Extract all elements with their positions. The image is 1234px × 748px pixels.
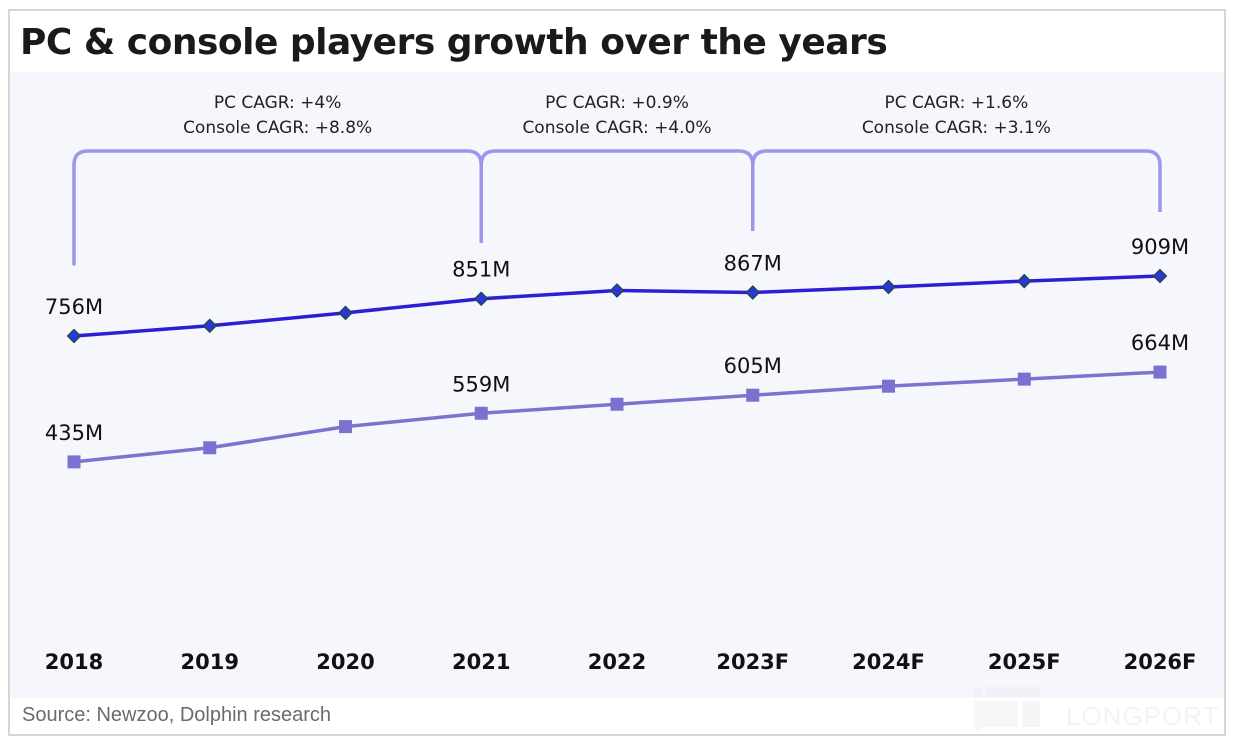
cagr-annotation-text: PC CAGR: +4% (214, 93, 342, 113)
console-data-point (339, 420, 352, 434)
console-data-label: 664M (1131, 331, 1189, 355)
cagr-annotation-text: PC CAGR: +1.6% (884, 93, 1028, 113)
console-data-point (610, 397, 624, 411)
watermark: LONGPORT (972, 683, 1218, 737)
pc-data-point (66, 328, 82, 344)
chart-title: PC & console players growth over the yea… (20, 22, 888, 63)
pc-data-point (473, 291, 489, 307)
console-data-point (746, 388, 760, 402)
cagr-annotation-text: Console CAGR: +4.0% (522, 118, 711, 138)
console-data-point (474, 406, 488, 420)
longport-logo-icon (974, 687, 1040, 733)
console-data-point (1153, 365, 1167, 379)
console-data-point (1017, 372, 1031, 386)
x-tick-label: 2022 (588, 650, 646, 674)
pc-data-point (881, 279, 896, 295)
cagr-annotations: PC CAGR: +4% Console CAGR: +8.8% PC CAGR: … (183, 93, 1051, 138)
series-group (66, 268, 1168, 469)
pc-data-label: 909M (1131, 235, 1189, 259)
cagr-annotation-text: Console CAGR: +3.1% (862, 118, 1051, 138)
cagr-bracket (479, 149, 755, 167)
console-data-point (203, 441, 217, 455)
cagr-annotation-text: PC CAGR: +0.9% (545, 93, 689, 113)
x-tick-label: 2018 (45, 650, 103, 674)
source-note: Source: Newzoo, Dolphin research (22, 704, 332, 726)
console-data-label: 605M (724, 354, 782, 378)
x-tick-label: 2021 (452, 650, 510, 674)
x-tick-label: 2019 (181, 650, 239, 674)
pc-data-point (338, 305, 353, 321)
pc-data-point (609, 283, 625, 298)
x-tick-label: 2020 (316, 650, 374, 674)
pc-data-label: 867M (724, 251, 782, 275)
console-series-line (73, 370, 1161, 464)
x-tick-label: 2026F (1124, 650, 1197, 674)
pc-data-label: 756M (45, 295, 103, 319)
cagr-bracket (72, 149, 483, 266)
x-axis-ticks: 2018 2019 2020 2021 2022 2023F 2024F 2025F 2026F (45, 650, 1197, 674)
pc-data-point (202, 318, 218, 334)
data-labels: 756M 851M 867M 909M 435M 559M 605M 664M (45, 235, 1189, 445)
pc-data-point (1016, 273, 1032, 289)
console-data-point (67, 455, 81, 469)
cagr-annotation-text: Console CAGR: +8.8% (183, 118, 372, 138)
cagr-brackets (72, 149, 1162, 266)
x-tick-label: 2023F (716, 650, 789, 674)
cagr-bracket (751, 149, 1162, 167)
pc-data-point (1152, 268, 1168, 284)
console-data-point (882, 379, 895, 393)
pc-data-point (745, 285, 761, 300)
watermark-text: LONGPORT (1066, 701, 1220, 731)
x-tick-label: 2025F (988, 650, 1061, 674)
x-tick-label: 2024F (852, 650, 925, 674)
console-data-label: 559M (452, 372, 510, 396)
pc-data-label: 851M (452, 258, 510, 282)
console-data-label: 435M (45, 421, 103, 445)
